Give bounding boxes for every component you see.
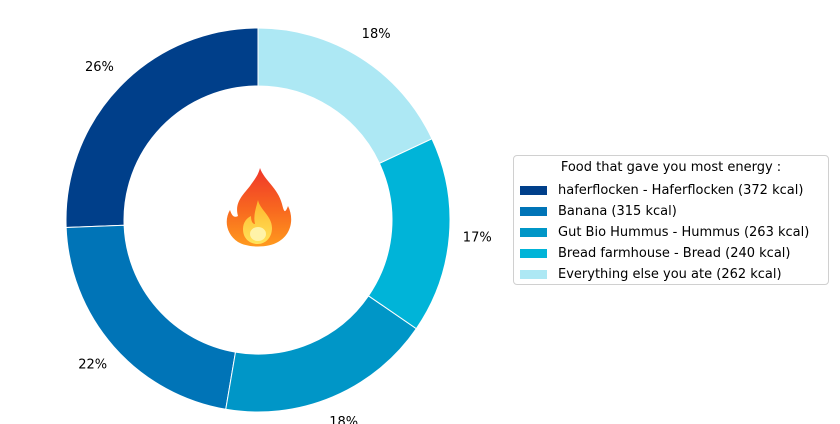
legend-label: Banana (315 kcal) (558, 204, 677, 219)
slice-pct-label-2: 22% (78, 358, 107, 373)
legend-swatch (520, 249, 547, 258)
legend-swatch (520, 270, 547, 279)
slice-pct-label-3: 18% (329, 415, 358, 424)
donut-slice-3 (225, 295, 417, 413)
legend-label: haferflocken - Haferflocken (372 kcal) (558, 183, 804, 198)
legend-swatch (520, 228, 547, 237)
legend-swatch (520, 207, 547, 216)
fire-icon (222, 164, 294, 252)
slice-pct-label-5: 18% (362, 27, 391, 42)
legend-swatch (520, 186, 547, 195)
donut-slice-2 (65, 224, 237, 410)
legend-entry-5: Everything else you ate (262 kcal) (520, 264, 822, 285)
slice-pct-label-4: 17% (463, 231, 492, 246)
legend-entry-2: Banana (315 kcal) (520, 201, 822, 222)
donut-slice-4 (367, 138, 451, 330)
legend-entry-1: haferflocken - Haferflocken (372 kcal) (520, 180, 822, 201)
legend-entry-3: Gut Bio Hummus - Hummus (263 kcal) (520, 222, 822, 243)
legend-entry-4: Bread farmhouse - Bread (240 kcal) (520, 243, 822, 264)
legend-label: Everything else you ate (262 kcal) (558, 267, 782, 282)
legend-title: Food that gave you most energy : (560, 160, 782, 175)
legend-entries: haferflocken - Haferflocken (372 kcal) Ba… (520, 180, 822, 285)
slice-pct-label-1: 26% (85, 60, 114, 75)
donut-slice-5 (257, 27, 433, 164)
legend-label: Bread farmhouse - Bread (240 kcal) (558, 246, 791, 261)
legend: Food that gave you most energy : haferfl… (513, 155, 829, 285)
legend-label: Gut Bio Hummus - Hummus (263 kcal) (558, 225, 810, 240)
